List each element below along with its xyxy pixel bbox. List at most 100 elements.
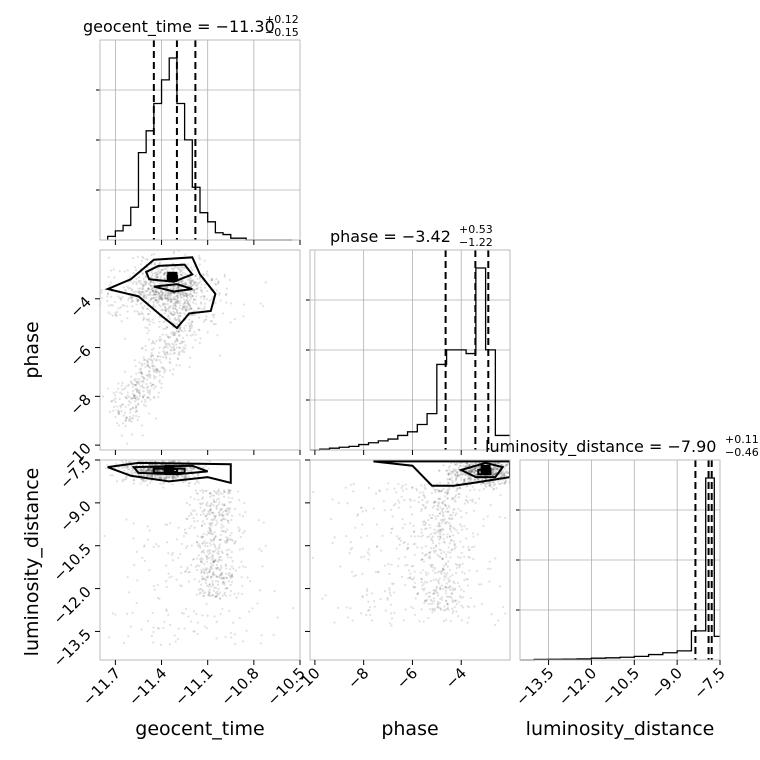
scatter-point <box>174 307 178 311</box>
scatter-point <box>155 469 158 472</box>
scatter-point <box>196 277 199 280</box>
scatter-point <box>222 577 225 580</box>
scatter-point <box>373 605 376 608</box>
scatter-point <box>151 475 154 478</box>
scatter-point <box>504 467 507 470</box>
scatter-point <box>505 463 508 467</box>
scatter-point <box>201 510 204 513</box>
scatter-point <box>148 412 151 415</box>
scatter-point <box>128 468 131 471</box>
scatter-point <box>445 607 448 610</box>
scatter-point <box>188 285 192 288</box>
scatter-point <box>133 396 136 400</box>
scatter-point <box>492 457 494 459</box>
scatter-point <box>458 486 461 490</box>
scatter-point <box>159 289 162 292</box>
scatter-point <box>199 591 202 594</box>
scatter-point <box>143 304 146 308</box>
scatter-point <box>158 476 161 479</box>
y-tick-label: −9.0 <box>56 497 94 535</box>
scatter-point <box>120 434 123 437</box>
scatter-point <box>130 296 134 299</box>
scatter-point <box>209 495 212 498</box>
scatter-point <box>123 455 125 457</box>
scatter-point <box>529 476 531 478</box>
scatter-point <box>439 608 443 611</box>
scatter-point <box>430 516 433 520</box>
scatter-point <box>171 342 174 345</box>
scatter-point <box>172 347 175 350</box>
scatter-point <box>421 498 424 502</box>
scatter-point <box>209 575 212 578</box>
scatter-point <box>471 470 474 473</box>
scatter-point <box>433 528 436 531</box>
scatter-point <box>229 594 232 597</box>
scatter-point <box>162 477 166 480</box>
scatter-point <box>367 600 370 604</box>
scatter-point <box>144 293 147 296</box>
scatter-point <box>113 405 116 408</box>
scatter-point <box>199 296 202 299</box>
scatter-point <box>129 295 132 298</box>
scatter-point <box>441 501 444 504</box>
scatter-point <box>197 554 200 557</box>
scatter-point <box>147 364 150 367</box>
scatter-point <box>206 517 209 521</box>
scatter-point <box>143 362 146 365</box>
scatter-point <box>156 301 159 304</box>
scatter-point <box>512 469 514 471</box>
scatter-point <box>106 463 109 467</box>
scatter-point <box>172 331 175 334</box>
scatter-point <box>211 555 215 558</box>
scatter-point <box>168 576 171 579</box>
scatter-point <box>188 329 191 332</box>
scatter-point <box>144 275 147 278</box>
scatter-point <box>149 288 153 291</box>
scatter-point <box>165 342 168 345</box>
scatter-point <box>424 593 428 596</box>
scatter-point <box>145 382 148 386</box>
scatter-point <box>153 261 156 264</box>
scatter-point <box>366 590 369 593</box>
scatter-point <box>126 466 129 469</box>
scatter-point <box>436 535 439 538</box>
scatter-point <box>390 527 393 531</box>
scatter-point <box>264 544 267 547</box>
scatter-point <box>203 540 206 543</box>
scatter-point <box>166 293 169 296</box>
title-geocent_time: geocent_time = −11.30 <box>83 17 275 37</box>
scatter-point <box>439 497 442 500</box>
scatter-point <box>212 560 215 563</box>
scatter-point <box>504 480 508 483</box>
scatter-point <box>202 532 206 536</box>
scatter-point <box>134 290 138 293</box>
scatter-point <box>202 535 205 538</box>
scatter-point <box>467 469 470 472</box>
scatter-point <box>137 290 141 294</box>
scatter-point <box>183 267 186 270</box>
scatter-point <box>458 566 461 569</box>
scatter-point <box>444 495 447 498</box>
scatter-point <box>138 371 141 374</box>
scatter-point <box>137 378 140 381</box>
scatter-point <box>165 297 168 300</box>
scatter-point <box>143 394 146 397</box>
scatter-point <box>181 474 184 478</box>
scatter-point <box>168 369 172 372</box>
scatter-point <box>212 560 216 563</box>
scatter-point <box>505 463 509 466</box>
scatter-point <box>129 401 132 404</box>
scatter-point <box>149 469 152 472</box>
scatter-point <box>191 294 194 298</box>
scatter-point <box>233 541 236 544</box>
scatter-point <box>470 477 473 480</box>
scatter-point <box>492 472 495 476</box>
scatter-point <box>188 318 191 321</box>
scatter-point <box>446 535 449 539</box>
scatter-frame <box>309 459 511 661</box>
scatter-point <box>258 547 261 551</box>
scatter-point <box>444 599 447 603</box>
scatter-point <box>459 487 462 490</box>
scatter-point <box>148 389 152 392</box>
scatter-point <box>223 581 226 584</box>
